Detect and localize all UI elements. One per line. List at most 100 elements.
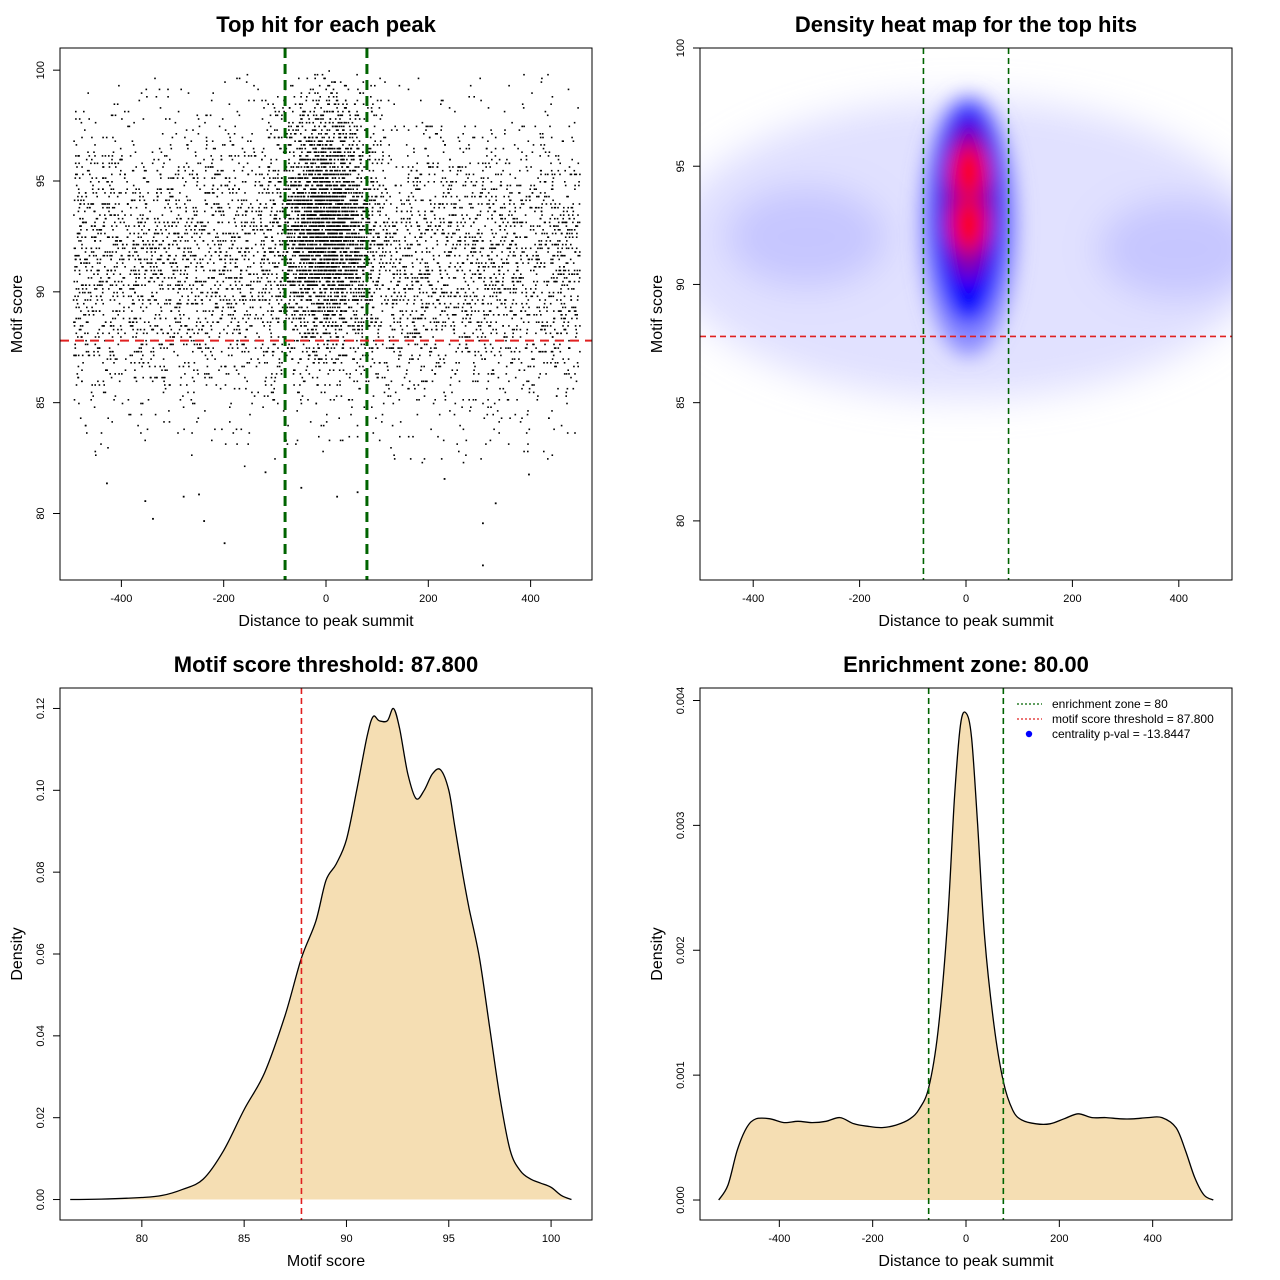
- scatter-point: [353, 184, 356, 187]
- scatter-point: [522, 284, 524, 286]
- scatter-point: [122, 258, 125, 261]
- scatter-point: [293, 314, 296, 316]
- scatter-point: [315, 350, 318, 353]
- scatter-point: [104, 251, 107, 253]
- scatter-point: [359, 258, 362, 261]
- scatter-point: [135, 332, 138, 335]
- scatter-point: [374, 84, 376, 87]
- scatter-point: [427, 280, 429, 283]
- scatter-point: [362, 295, 365, 298]
- scatter-point: [335, 395, 338, 397]
- scatter-point: [76, 236, 79, 238]
- scatter-point: [169, 158, 171, 161]
- scatter-point: [143, 321, 146, 323]
- scatter-point: [326, 343, 329, 346]
- scatter-point: [253, 262, 255, 264]
- scatter-point: [301, 254, 303, 257]
- scatter-point: [485, 166, 487, 168]
- scatter-point: [560, 288, 562, 290]
- scatter-point: [504, 332, 506, 335]
- scatter-point: [362, 354, 364, 357]
- scatter-point: [559, 229, 561, 231]
- scatter-point: [232, 232, 235, 235]
- scatter-point: [312, 254, 314, 257]
- scatter-point: [325, 421, 328, 423]
- scatter-point: [426, 221, 428, 224]
- scatter-point: [553, 317, 555, 320]
- scatter-point: [490, 262, 493, 264]
- scatter-point: [356, 221, 358, 224]
- scatter-point: [243, 365, 245, 368]
- scatter-point: [254, 347, 257, 349]
- scatter-point: [235, 192, 238, 194]
- scatter-point: [108, 347, 111, 349]
- scatter-point: [218, 221, 220, 224]
- scatter-point: [348, 262, 350, 264]
- scatter-point: [382, 402, 385, 405]
- scatter-point: [537, 247, 539, 250]
- scatter-point: [201, 350, 203, 353]
- scatter-point: [305, 140, 308, 142]
- scatter-point: [392, 343, 395, 346]
- scatter-point: [171, 262, 173, 264]
- scatter-point: [213, 269, 216, 272]
- scatter-point: [137, 254, 139, 257]
- scatter-point: [108, 210, 110, 213]
- scatter-point: [554, 328, 556, 331]
- scatter-point: [438, 206, 440, 209]
- scatter-point: [228, 188, 230, 190]
- scatter-point: [237, 339, 239, 342]
- scatter-point: [456, 195, 458, 198]
- scatter-point: [126, 181, 128, 183]
- scatter-point: [124, 214, 126, 216]
- scatter-point: [386, 365, 389, 368]
- scatter-point: [208, 373, 210, 375]
- scatter-point: [178, 328, 181, 331]
- scatter-point: [440, 458, 443, 460]
- scatter-point: [577, 221, 579, 224]
- scatter-point: [379, 288, 381, 290]
- scatter-point: [347, 166, 350, 168]
- scatter-point: [495, 188, 498, 190]
- scatter-point: [91, 384, 93, 386]
- scatter-point: [406, 217, 409, 220]
- scatter-point: [182, 254, 185, 257]
- scatter-point: [293, 199, 296, 202]
- scatter-point: [529, 206, 531, 209]
- scatter-point: [183, 343, 185, 346]
- scatter-point: [446, 284, 449, 286]
- scatter-point: [418, 399, 420, 401]
- scatter-point: [551, 173, 554, 176]
- scatter-point: [220, 317, 223, 320]
- scatter-point: [138, 362, 141, 364]
- scatter-point: [179, 273, 182, 275]
- scatter-point: [145, 243, 147, 246]
- scatter-point: [412, 358, 414, 360]
- scatter-point: [241, 343, 243, 346]
- scatter-point: [381, 284, 384, 286]
- scatter-point: [444, 321, 447, 323]
- scatter-point: [511, 362, 514, 364]
- scatter-point: [512, 288, 515, 290]
- scatter-point: [315, 402, 318, 405]
- scatter-point: [169, 325, 171, 327]
- scatter-point: [456, 291, 458, 294]
- scatter-point: [96, 299, 99, 301]
- scatter-point: [253, 221, 255, 224]
- scatter-point: [98, 328, 101, 331]
- scatter-point: [289, 299, 291, 301]
- scatter-point: [517, 280, 520, 283]
- scatter-point: [228, 155, 231, 157]
- scatter-point: [228, 181, 231, 183]
- scatter-point: [551, 243, 554, 246]
- scatter-point: [464, 299, 467, 301]
- scatter-point: [197, 373, 199, 375]
- scatter-point: [302, 291, 304, 294]
- scatter-point: [446, 314, 449, 316]
- scatter-point: [421, 302, 424, 305]
- scatter-point: [253, 155, 256, 157]
- scatter-point: [282, 284, 284, 286]
- scatter-point: [557, 158, 560, 161]
- scatter-point: [192, 254, 194, 257]
- scatter-point: [347, 88, 350, 91]
